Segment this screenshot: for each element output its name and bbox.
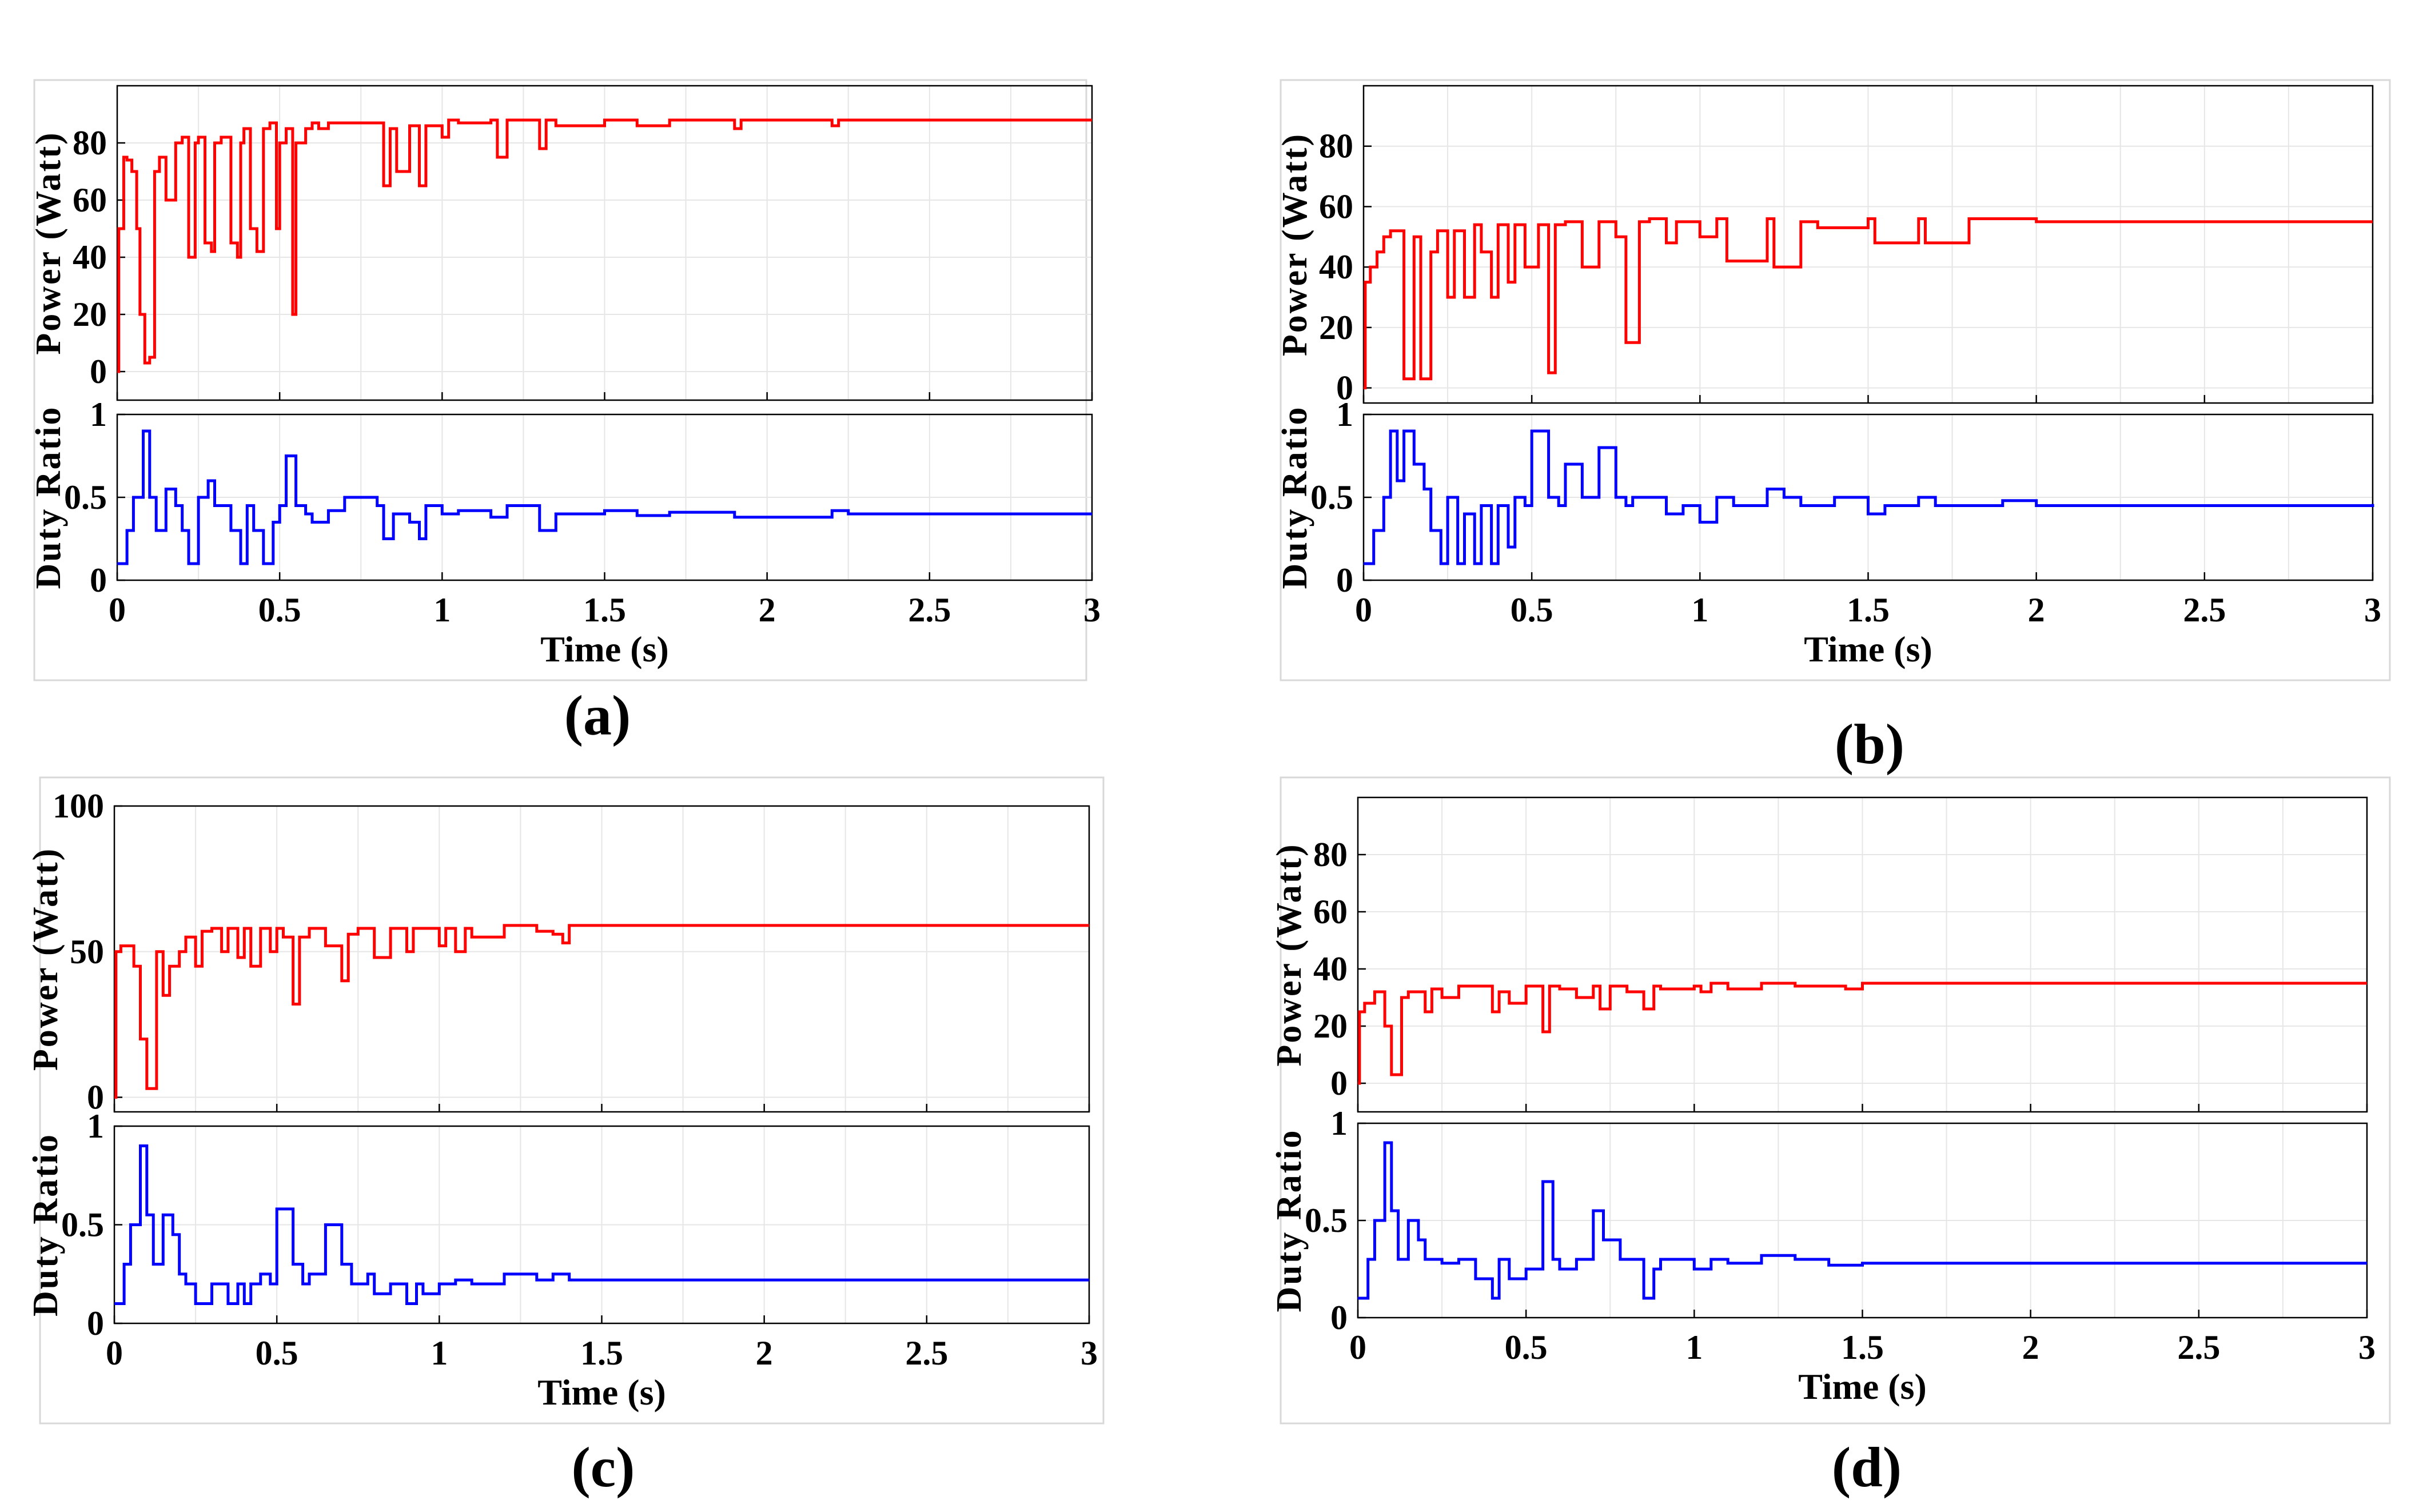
subplot-caption: (b) <box>1835 712 1904 776</box>
duty-ytick-label: 0 <box>1336 561 1353 599</box>
duty-ytick-label: 1 <box>1330 1104 1348 1142</box>
panel-border <box>39 776 1105 1425</box>
subplot-caption: (d) <box>1832 1435 1902 1499</box>
duty-xtick-label: 0.5 <box>1511 591 1553 629</box>
power-ytick-label: 20 <box>1313 1007 1348 1045</box>
duty-xtick-label: 0 <box>106 1334 123 1372</box>
duty-xtick-label: 3 <box>1081 1334 1098 1372</box>
duty-xtick-label: 1.5 <box>1847 591 1890 629</box>
duty-xtick-label: 0.5 <box>258 591 301 629</box>
power-series-line <box>117 118 1092 373</box>
duty-series-line <box>117 429 1092 565</box>
duty-xtick-label: 2.5 <box>908 591 951 629</box>
power-ytick-label: 0 <box>1330 1064 1348 1102</box>
duty-xtick-label: 0 <box>1349 1329 1366 1366</box>
duty-series-line <box>1364 429 2374 565</box>
duty-xtick-label: 1.5 <box>583 591 626 629</box>
power-ylabel: Power (Watt) <box>26 847 65 1071</box>
power-ytick-label: 40 <box>73 238 107 276</box>
duty-xtick-label: 2.5 <box>2177 1329 2220 1366</box>
duty-xtick-label: 1.5 <box>1841 1329 1884 1366</box>
panel-border <box>1280 776 2391 1425</box>
power-ylabel: Power (Watt) <box>1270 843 1309 1066</box>
power-ytick-label: 60 <box>1313 893 1348 931</box>
duty-ytick-label: 0.5 <box>1305 1202 1348 1239</box>
power-ytick-label: 60 <box>73 181 107 219</box>
power-ytick-label: 0 <box>87 1079 104 1116</box>
power-series-line <box>1358 982 2367 1085</box>
duty-ylabel: Duty Ratio <box>29 405 68 589</box>
duty-xtick-label: 1.5 <box>580 1334 623 1372</box>
power-ytick-label: 80 <box>73 124 107 162</box>
duty-xtick-label: 0.5 <box>1505 1329 1548 1366</box>
duty-xtick-label: 1 <box>1685 1329 1703 1366</box>
power-ytick-label: 100 <box>53 787 104 825</box>
power-series-line <box>114 924 1089 1099</box>
duty-xtick-label: 2 <box>759 591 776 629</box>
duty-ytick-label: 1 <box>1336 396 1353 433</box>
duty-ytick-label: 0.5 <box>64 478 107 516</box>
duty-ytick-label: 0 <box>90 561 107 599</box>
duty-xtick-label: 2.5 <box>905 1334 948 1372</box>
duty-xtick-label: 1 <box>1691 591 1708 629</box>
power-ytick-label: 40 <box>1319 248 1353 286</box>
duty-ytick-label: 0 <box>87 1304 104 1342</box>
duty-xtick-label: 3 <box>1083 591 1101 629</box>
duty-ytick-label: 0 <box>1330 1299 1348 1337</box>
duty-xlabel: Time (s) <box>1798 1366 1927 1407</box>
duty-xtick-label: 1 <box>433 591 451 629</box>
power-ytick-label: 60 <box>1319 187 1353 225</box>
power-ytick-label: 0 <box>90 353 107 390</box>
duty-xtick-label: 2.5 <box>2183 591 2226 629</box>
duty-xtick-label: 3 <box>2358 1329 2376 1366</box>
duty-ylabel: Duty Ratio <box>1270 1128 1309 1312</box>
duty-xlabel: Time (s) <box>1804 629 1932 669</box>
duty-xtick-label: 2 <box>756 1334 773 1372</box>
power-ylabel: Power (Watt) <box>1276 133 1314 356</box>
duty-xtick-label: 2 <box>2022 1329 2039 1366</box>
subplot-caption: (c) <box>572 1435 635 1499</box>
duty-ytick-label: 0.5 <box>1310 478 1353 516</box>
power-ytick-label: 40 <box>1313 950 1348 988</box>
duty-series-line <box>114 1144 1089 1305</box>
power-ylabel: Power (Watt) <box>29 131 68 354</box>
duty-xlabel: Time (s) <box>537 1372 666 1413</box>
duty-ylabel: Duty Ratio <box>26 1133 65 1316</box>
power-ytick-label: 80 <box>1313 836 1348 873</box>
duty-ytick-label: 1 <box>87 1107 104 1145</box>
duty-ytick-label: 1 <box>90 396 107 433</box>
duty-xtick-label: 2 <box>2028 591 2045 629</box>
panel-border <box>1280 79 2391 681</box>
duty-ytick-label: 0.5 <box>61 1206 104 1244</box>
duty-series-line <box>1358 1141 2367 1300</box>
duty-ylabel: Duty Ratio <box>1276 405 1314 589</box>
duty-xtick-label: 0 <box>1355 591 1372 629</box>
power-ytick-label: 20 <box>73 296 107 333</box>
duty-xlabel: Time (s) <box>540 629 669 669</box>
power-ytick-label: 20 <box>1319 309 1353 346</box>
power-series-line <box>1364 217 2373 390</box>
panel-border <box>33 79 1087 681</box>
power-ytick-label: 50 <box>70 933 104 971</box>
power-ytick-label: 80 <box>1319 127 1353 165</box>
duty-xtick-label: 1 <box>431 1334 448 1372</box>
duty-xtick-label: 0.5 <box>256 1334 298 1372</box>
power-ytick-label: 0 <box>1336 369 1353 407</box>
duty-xtick-label: 0 <box>109 591 126 629</box>
duty-xtick-label: 3 <box>2364 591 2381 629</box>
subplot-caption: (a) <box>564 684 631 747</box>
